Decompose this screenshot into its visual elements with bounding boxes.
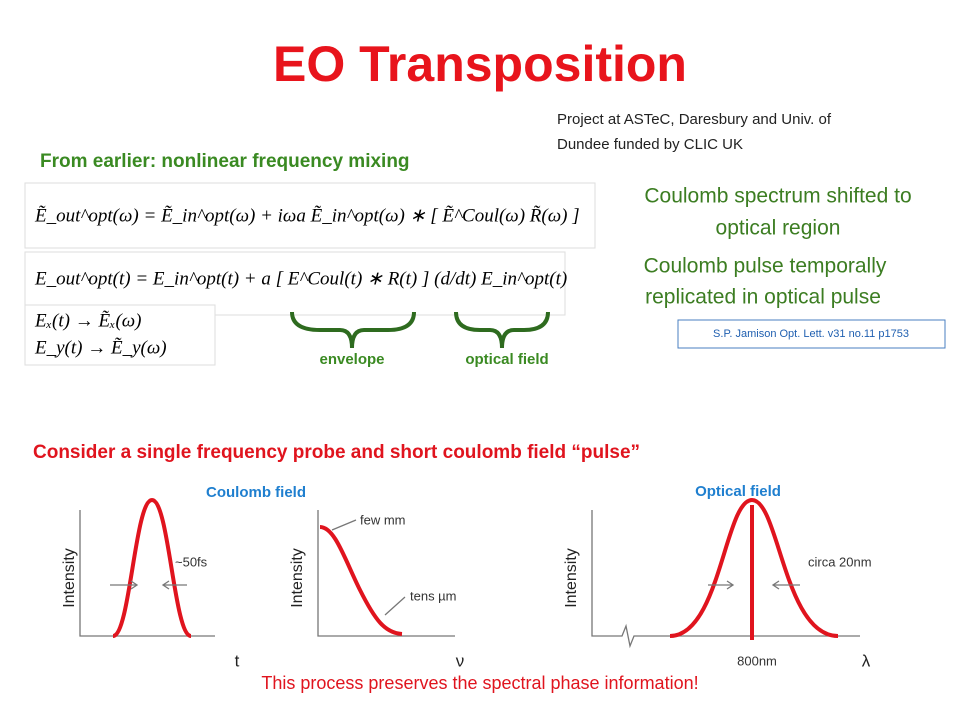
statement: replicated in optical pulse: [645, 286, 881, 309]
brace-label: optical field: [465, 351, 548, 368]
plot-title: Optical field: [695, 483, 781, 500]
curve: [319, 525, 403, 636]
axes: [79, 510, 215, 637]
footer: This process preserves the spectral phas…: [261, 673, 698, 693]
x-axis-label: ν: [456, 651, 465, 670]
brace: [290, 311, 416, 349]
annotation: tens µm: [410, 588, 457, 603]
x-axis-label: λ: [862, 651, 871, 670]
arrows: [708, 580, 800, 590]
statement: Coulomb pulse temporally: [644, 255, 887, 278]
equation: Eₓ(t) → Ẽₓ(ω): [34, 310, 142, 331]
pointer: [331, 519, 406, 616]
section-heading: Consider a single frequency probe and sh…: [33, 442, 640, 463]
brace: [454, 311, 550, 349]
brace-label: envelope: [319, 351, 384, 368]
plot-title: Coulomb field: [206, 484, 306, 501]
reference: S.P. Jamison Opt. Lett. v31 no.11 p1753: [713, 328, 909, 340]
note: Project at ASTeC, Daresbury and Univ. of: [557, 111, 832, 128]
y-axis-label: Intensity: [563, 548, 580, 608]
reference-box: [677, 319, 946, 349]
annotation: 800nm: [737, 653, 777, 668]
annotation: circa 20nm: [808, 554, 872, 569]
subtitle: From earlier: nonlinear frequency mixing: [40, 151, 410, 172]
x-axis-label: t: [235, 651, 240, 670]
axes: [317, 510, 455, 637]
statement: Coulomb spectrum shifted to: [644, 185, 911, 208]
equation: E_y(t) → Ẽ_y(ω): [34, 337, 167, 358]
axes: [591, 510, 860, 649]
equation: Ẽ_out^opt(ω) = Ẽ_in^opt(ω) + iωa Ẽ_in^op…: [34, 205, 580, 226]
statement: optical region: [716, 217, 841, 240]
equation: E_out^opt(t) = E_in^opt(t) + a [ E^Coul(…: [34, 268, 567, 289]
arrows: [110, 580, 187, 590]
curve: [112, 497, 192, 638]
y-axis-label: Intensity: [289, 548, 306, 608]
y-axis-label: Intensity: [61, 548, 78, 608]
curve: [669, 497, 839, 638]
title: EO Transposition: [273, 36, 687, 92]
equation-box: [24, 182, 596, 249]
annotation: ~50fs: [175, 554, 208, 569]
note: Dundee funded by CLIC UK: [557, 136, 743, 153]
equation-box: [24, 304, 216, 366]
annotation: few mm: [360, 512, 406, 527]
